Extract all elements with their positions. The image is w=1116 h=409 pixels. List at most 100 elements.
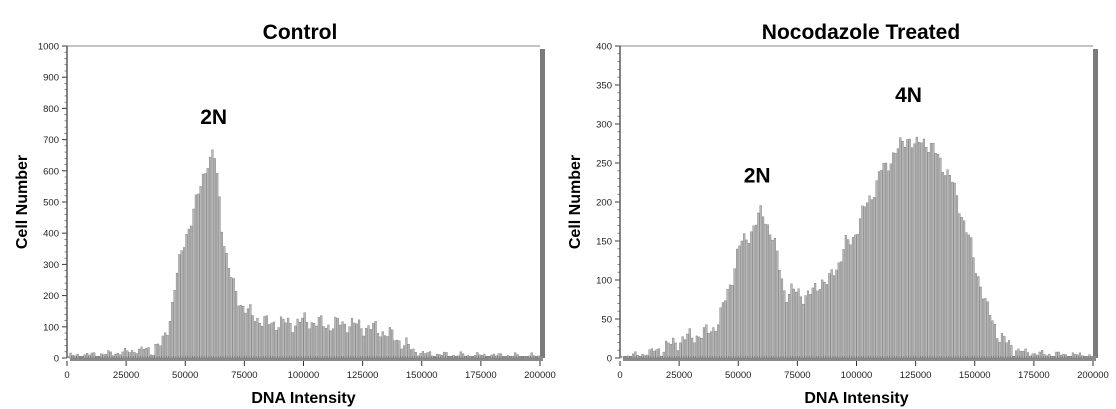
histogram-bar <box>386 336 389 359</box>
histogram-bar <box>1057 351 1060 359</box>
histogram-bar <box>1036 354 1039 359</box>
histogram-bar <box>121 351 124 359</box>
histogram-bar <box>225 252 228 359</box>
histogram-bar <box>960 217 963 359</box>
histogram-bar <box>809 294 812 359</box>
histogram-bar <box>135 353 138 359</box>
histogram-bar <box>764 223 767 359</box>
histogram-bar <box>97 356 100 359</box>
histogram-bar <box>740 240 743 359</box>
histogram-bar <box>440 355 443 359</box>
histogram-bar <box>646 354 649 359</box>
histogram-bar <box>913 143 916 359</box>
chart-title: Control <box>263 21 338 44</box>
histogram-bar <box>360 328 363 359</box>
histogram-bar <box>251 315 254 359</box>
histogram-bar <box>894 153 897 359</box>
histogram-bar <box>892 152 895 359</box>
histogram-bar <box>882 162 885 359</box>
histogram-bar <box>1064 354 1067 359</box>
histogram-bar <box>407 344 410 359</box>
histogram-bar <box>731 285 734 359</box>
histogram-bar <box>83 354 86 359</box>
histogram-bar <box>700 338 703 359</box>
histogram-bar <box>490 354 493 359</box>
x-tick-label: 125000 <box>347 370 379 381</box>
y-tick-label: 50 <box>601 315 612 326</box>
histogram-bar <box>648 349 651 359</box>
x-tick-label: 0 <box>617 370 622 381</box>
histogram-bar <box>237 305 240 359</box>
histogram-bar <box>643 355 646 359</box>
histogram-bar <box>620 356 623 359</box>
histogram-bar <box>140 346 143 359</box>
histogram-bar <box>497 353 500 359</box>
histogram-bar <box>676 350 680 359</box>
histogram-bar <box>412 348 415 359</box>
histogram-bar <box>424 353 427 359</box>
histogram-bar <box>69 352 72 359</box>
histogram-bar <box>660 356 663 359</box>
histogram-bar <box>164 332 167 359</box>
histogram-bar <box>1090 356 1093 359</box>
histogram-bar <box>171 301 174 359</box>
histogram-bar <box>365 328 368 359</box>
histogram-bar <box>324 327 328 359</box>
histogram-bar <box>102 354 105 359</box>
histogram-bar <box>866 202 869 359</box>
histogram-bar <box>119 354 122 359</box>
histogram-bar <box>1007 340 1011 359</box>
histogram-bar <box>310 322 313 359</box>
histogram-bar <box>305 322 309 359</box>
histogram-bar <box>405 337 408 359</box>
x-axis-label: DNA Intensity <box>804 390 908 407</box>
y-tick-label: 900 <box>43 73 59 84</box>
histogram-bar <box>258 323 261 359</box>
histogram-bar <box>376 333 380 359</box>
histogram-bar <box>421 351 424 359</box>
histogram-bar <box>885 162 888 359</box>
histogram-bar <box>391 329 394 359</box>
histogram-bar <box>745 239 748 359</box>
histogram-bar <box>778 270 781 359</box>
histogram-bar <box>1019 351 1022 359</box>
histogram-bar <box>128 352 131 359</box>
histogram-bar <box>459 351 462 359</box>
histogram-bar <box>327 324 330 359</box>
histogram-bar <box>116 352 119 359</box>
histogram-bar <box>627 355 630 359</box>
histogram-bar <box>447 356 451 359</box>
histogram-bar <box>384 335 387 359</box>
histogram-bar <box>750 231 753 359</box>
histogram-bar <box>1062 353 1065 359</box>
histogram-bar <box>265 315 268 359</box>
histogram-bar <box>934 152 937 359</box>
histogram-bar <box>780 278 784 359</box>
histogram-bar <box>1088 354 1091 359</box>
histogram-bar <box>951 181 954 359</box>
histogram-bar <box>100 353 103 359</box>
histogram-bar <box>227 268 231 359</box>
x-tick-label: 150000 <box>959 370 991 381</box>
histogram-bar <box>944 175 947 359</box>
histogram-bar <box>436 354 439 359</box>
histogram-bar <box>346 332 349 359</box>
y-tick-label: 400 <box>43 229 59 240</box>
histogram-bar <box>133 351 136 359</box>
histogram-bar <box>693 342 696 359</box>
histogram-bar <box>287 317 290 359</box>
histogram-bar <box>695 335 698 359</box>
histogram-bar <box>161 335 164 359</box>
histogram-bar <box>937 153 940 359</box>
histogram-bar <box>291 332 294 359</box>
x-tick-label: 200000 <box>1077 370 1109 381</box>
histogram-bar <box>362 335 365 359</box>
histogram-bar <box>93 352 96 359</box>
histogram-bar <box>168 321 171 359</box>
histogram-bar <box>450 356 453 359</box>
histogram-bar <box>1017 348 1020 359</box>
histogram-bar <box>414 352 417 359</box>
histogram-bar <box>785 302 788 359</box>
histogram-bar <box>478 354 481 359</box>
